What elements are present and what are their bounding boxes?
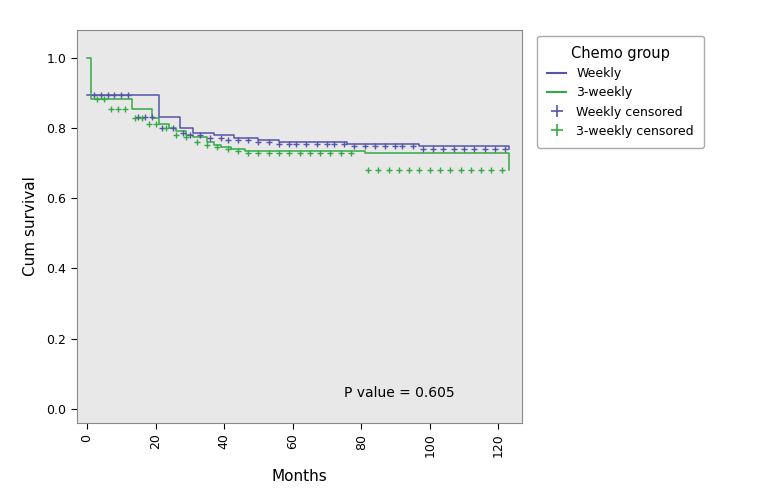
Text: P value = 0.605: P value = 0.605 <box>344 386 455 400</box>
Legend: Weekly, 3-weekly, Weekly censored, 3-weekly censored: Weekly, 3-weekly, Weekly censored, 3-wee… <box>538 36 703 148</box>
Y-axis label: Cum survival: Cum survival <box>23 177 38 276</box>
X-axis label: Months: Months <box>272 468 327 484</box>
